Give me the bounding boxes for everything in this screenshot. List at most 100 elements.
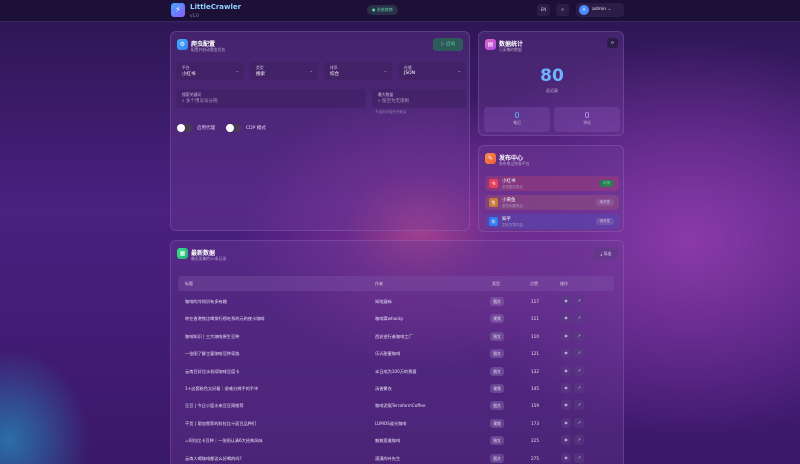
- cdp-toggle[interactable]: [226, 124, 242, 132]
- start-button[interactable]: ▷ 启动: [433, 38, 463, 51]
- table-row: 咖啡知识 | 三大咖啡原生豆种 西安逆行者咖啡工厂 图文 110 ◉ ↗: [178, 326, 614, 348]
- external-link-icon[interactable]: ↗: [574, 383, 584, 393]
- publish-xianyu[interactable]: 鱼 小黄鱼 发布闲置笔记 待开发: [485, 195, 619, 210]
- chevron-down-icon: ⌄: [383, 68, 387, 73]
- row-author: 西安逆行者咖啡工厂: [375, 333, 413, 339]
- row-title: 一张图了解主要咖啡豆种家族: [185, 351, 240, 357]
- proxy-label: 启用代理: [197, 126, 215, 131]
- type-tag: 图文: [490, 297, 504, 306]
- refresh-button[interactable]: ⟳: [607, 38, 618, 48]
- type-tag: 图文: [490, 366, 504, 376]
- xianyu-icon: 鱼: [489, 198, 498, 207]
- row-author: 汤香繁衣: [375, 386, 392, 391]
- view-icon[interactable]: ◉: [561, 348, 571, 359]
- version: v1.0: [190, 13, 199, 18]
- keywords-input[interactable]: 搜索关键词 ⌕ 多个用逗号分隔: [176, 89, 366, 108]
- stats-card: ▤ 数据统计 已采集的数据 ⟳ 80 总记录 0 笔记 0 评论: [478, 31, 624, 136]
- zhihu-icon: 知: [489, 217, 498, 226]
- view-icon[interactable]: ◉: [561, 313, 571, 324]
- language-button[interactable]: EN: [537, 4, 550, 16]
- row-likes: 159: [531, 403, 539, 409]
- card-title: 最新数据: [191, 250, 216, 257]
- row-likes: 117: [531, 299, 539, 304]
- view-icon[interactable]: ◉: [561, 435, 571, 446]
- publish-xiaohongshu[interactable]: 书 小红书 发布图文笔记 可用: [485, 176, 619, 191]
- database-icon: ▤: [485, 39, 496, 50]
- external-link-icon[interactable]: ↗: [574, 435, 584, 446]
- external-link-icon[interactable]: ↗: [574, 348, 584, 359]
- external-link-icon[interactable]: ↗: [574, 330, 584, 341]
- brand-name: LittleCrawler: [190, 3, 242, 11]
- chevron-down-icon: ⌄: [235, 68, 239, 73]
- xiaohongshu-icon: 书: [489, 179, 498, 188]
- row-likes: 173: [531, 420, 539, 426]
- sort-select[interactable]: 排序 综合 ⌄: [324, 62, 392, 80]
- row-likes: 132: [531, 368, 539, 374]
- type-tag: 视频: [490, 418, 504, 428]
- table-header: 标题 作者 类型 点赞 操作: [178, 276, 614, 291]
- row-title: 咖啡知识 | 三大咖啡原生豆种: [185, 333, 240, 339]
- row-likes: 145: [531, 386, 539, 391]
- table-row: 一张图了解主要咖啡豆种家族 乐沂甜蜜咖啡 图文 121 ◉ ↗: [178, 343, 614, 365]
- type-select[interactable]: 类型 搜索 ⌄: [250, 62, 318, 80]
- table-row: ☕阿拉比卡豆种｜一张图认清6大经典风味 魁魁宽雅咖啡 图文 225 ◉ ↗: [178, 430, 614, 452]
- view-icon[interactable]: ◉: [561, 452, 571, 463]
- table-row: 云南豆好比水机续咖啡豆度卡 半日成为100万的黄婆 图文 132 ◉ ↗: [178, 361, 614, 383]
- view-icon[interactable]: ◉: [561, 400, 571, 411]
- row-author: 魁魁宽雅咖啡: [375, 438, 401, 444]
- max-count-hint: 不填则抓取所有数量: [375, 110, 407, 114]
- max-count-input[interactable]: 最大数量 ⌕ 留空为无限制: [372, 89, 466, 108]
- table-row: 豆豆 | 今日小篮水来豆豆周推荐 咖啡泥痕TerraformCoffee 图文 …: [178, 395, 614, 417]
- row-title: 1+这套粉色太好看｜很难分辨手的手冲: [185, 386, 259, 391]
- card-subtitle: 最近采集的10条记录: [191, 256, 227, 261]
- row-author: 半日成为100万的黄婆: [375, 368, 417, 374]
- edit-icon: ✎: [485, 153, 496, 164]
- external-link-icon[interactable]: ↗: [574, 452, 584, 463]
- view-icon[interactable]: ◉: [561, 365, 571, 376]
- row-title: 云南豆好比水机续咖啡豆度卡: [185, 368, 240, 374]
- gear-icon: ⚙: [177, 39, 188, 50]
- total-count: 80: [540, 66, 564, 86]
- row-author: 咖啡窝whacky: [375, 316, 404, 322]
- row-likes: 110: [531, 333, 539, 339]
- external-link-icon[interactable]: ↗: [574, 313, 584, 324]
- user-menu[interactable]: A admin ⌄: [576, 3, 624, 17]
- chevron-down-icon: ⌄: [309, 68, 313, 73]
- external-link-icon[interactable]: ↗: [574, 296, 584, 306]
- external-link-icon[interactable]: ↗: [574, 365, 584, 376]
- theme-toggle-button[interactable]: ☼: [556, 4, 569, 16]
- export-button[interactable]: ⤓ 导出: [594, 248, 618, 259]
- platform-select[interactable]: 平台 小红书 ⌄: [176, 62, 244, 80]
- publish-center-card: ✎ 发布中心 发布笔记到各平台 书 小红书 发布图文笔记 可用 鱼 小黄鱼 发布闲置…: [478, 145, 624, 232]
- card-title: 数据统计: [499, 41, 524, 48]
- view-icon[interactable]: ◉: [561, 383, 571, 393]
- status-badge: ● 系统就绪: [367, 5, 398, 15]
- comments-stat: 0 评论: [554, 107, 620, 132]
- row-author: 咖啡泥痕TerraformCoffee: [375, 403, 426, 409]
- proxy-toggle[interactable]: [177, 124, 193, 132]
- notes-stat: 0 笔记: [484, 107, 550, 132]
- crawler-config-card: ⚙ 爬虫配置 配置并启动爬虫任务 ▷ 启动 平台 小红书 ⌄ 类型 搜索 ⌄ 排序 综合 ⌄…: [170, 31, 470, 231]
- top-header: ⚡ LittleCrawler v1.0 ● 系统就绪 EN ☼ A admin…: [0, 0, 800, 22]
- row-title: 转在香港铁比喝排行榜吃系的元的夜卡咖啡: [185, 316, 265, 322]
- storage-select[interactable]: 存储 JSON ⌄: [398, 62, 466, 80]
- user-name: admin ⌄: [592, 7, 612, 12]
- type-tag: 图文: [490, 349, 504, 359]
- view-icon[interactable]: ◉: [561, 296, 571, 306]
- row-author: 漠漠的叶先生: [375, 455, 401, 461]
- view-icon[interactable]: ◉: [561, 330, 571, 341]
- external-link-icon[interactable]: ↗: [574, 417, 584, 428]
- type-tag: 视频: [490, 314, 504, 324]
- view-icon[interactable]: ◉: [561, 417, 571, 428]
- status-badge: 可用: [599, 180, 614, 187]
- table-row: 转在香港铁比喝排行榜吃系的元的夜卡咖啡 咖啡窝whacky 视频 111 ◉ ↗: [178, 308, 614, 330]
- row-title: 豆豆 | 今日小篮水来豆豆周推荐: [185, 403, 244, 409]
- publish-zhihu[interactable]: 知 知乎 发布文章内容 待开发: [485, 214, 619, 229]
- type-tag: 图文: [490, 401, 504, 411]
- card-title: 发布中心: [499, 155, 524, 162]
- external-link-icon[interactable]: ↗: [574, 400, 584, 411]
- cdp-label: CDP 模式: [246, 126, 266, 131]
- total-label: 总记录: [546, 88, 558, 93]
- row-title: 咖啡的冷知识有多有趣: [185, 299, 227, 304]
- chevron-down-icon: ⌄: [457, 68, 461, 73]
